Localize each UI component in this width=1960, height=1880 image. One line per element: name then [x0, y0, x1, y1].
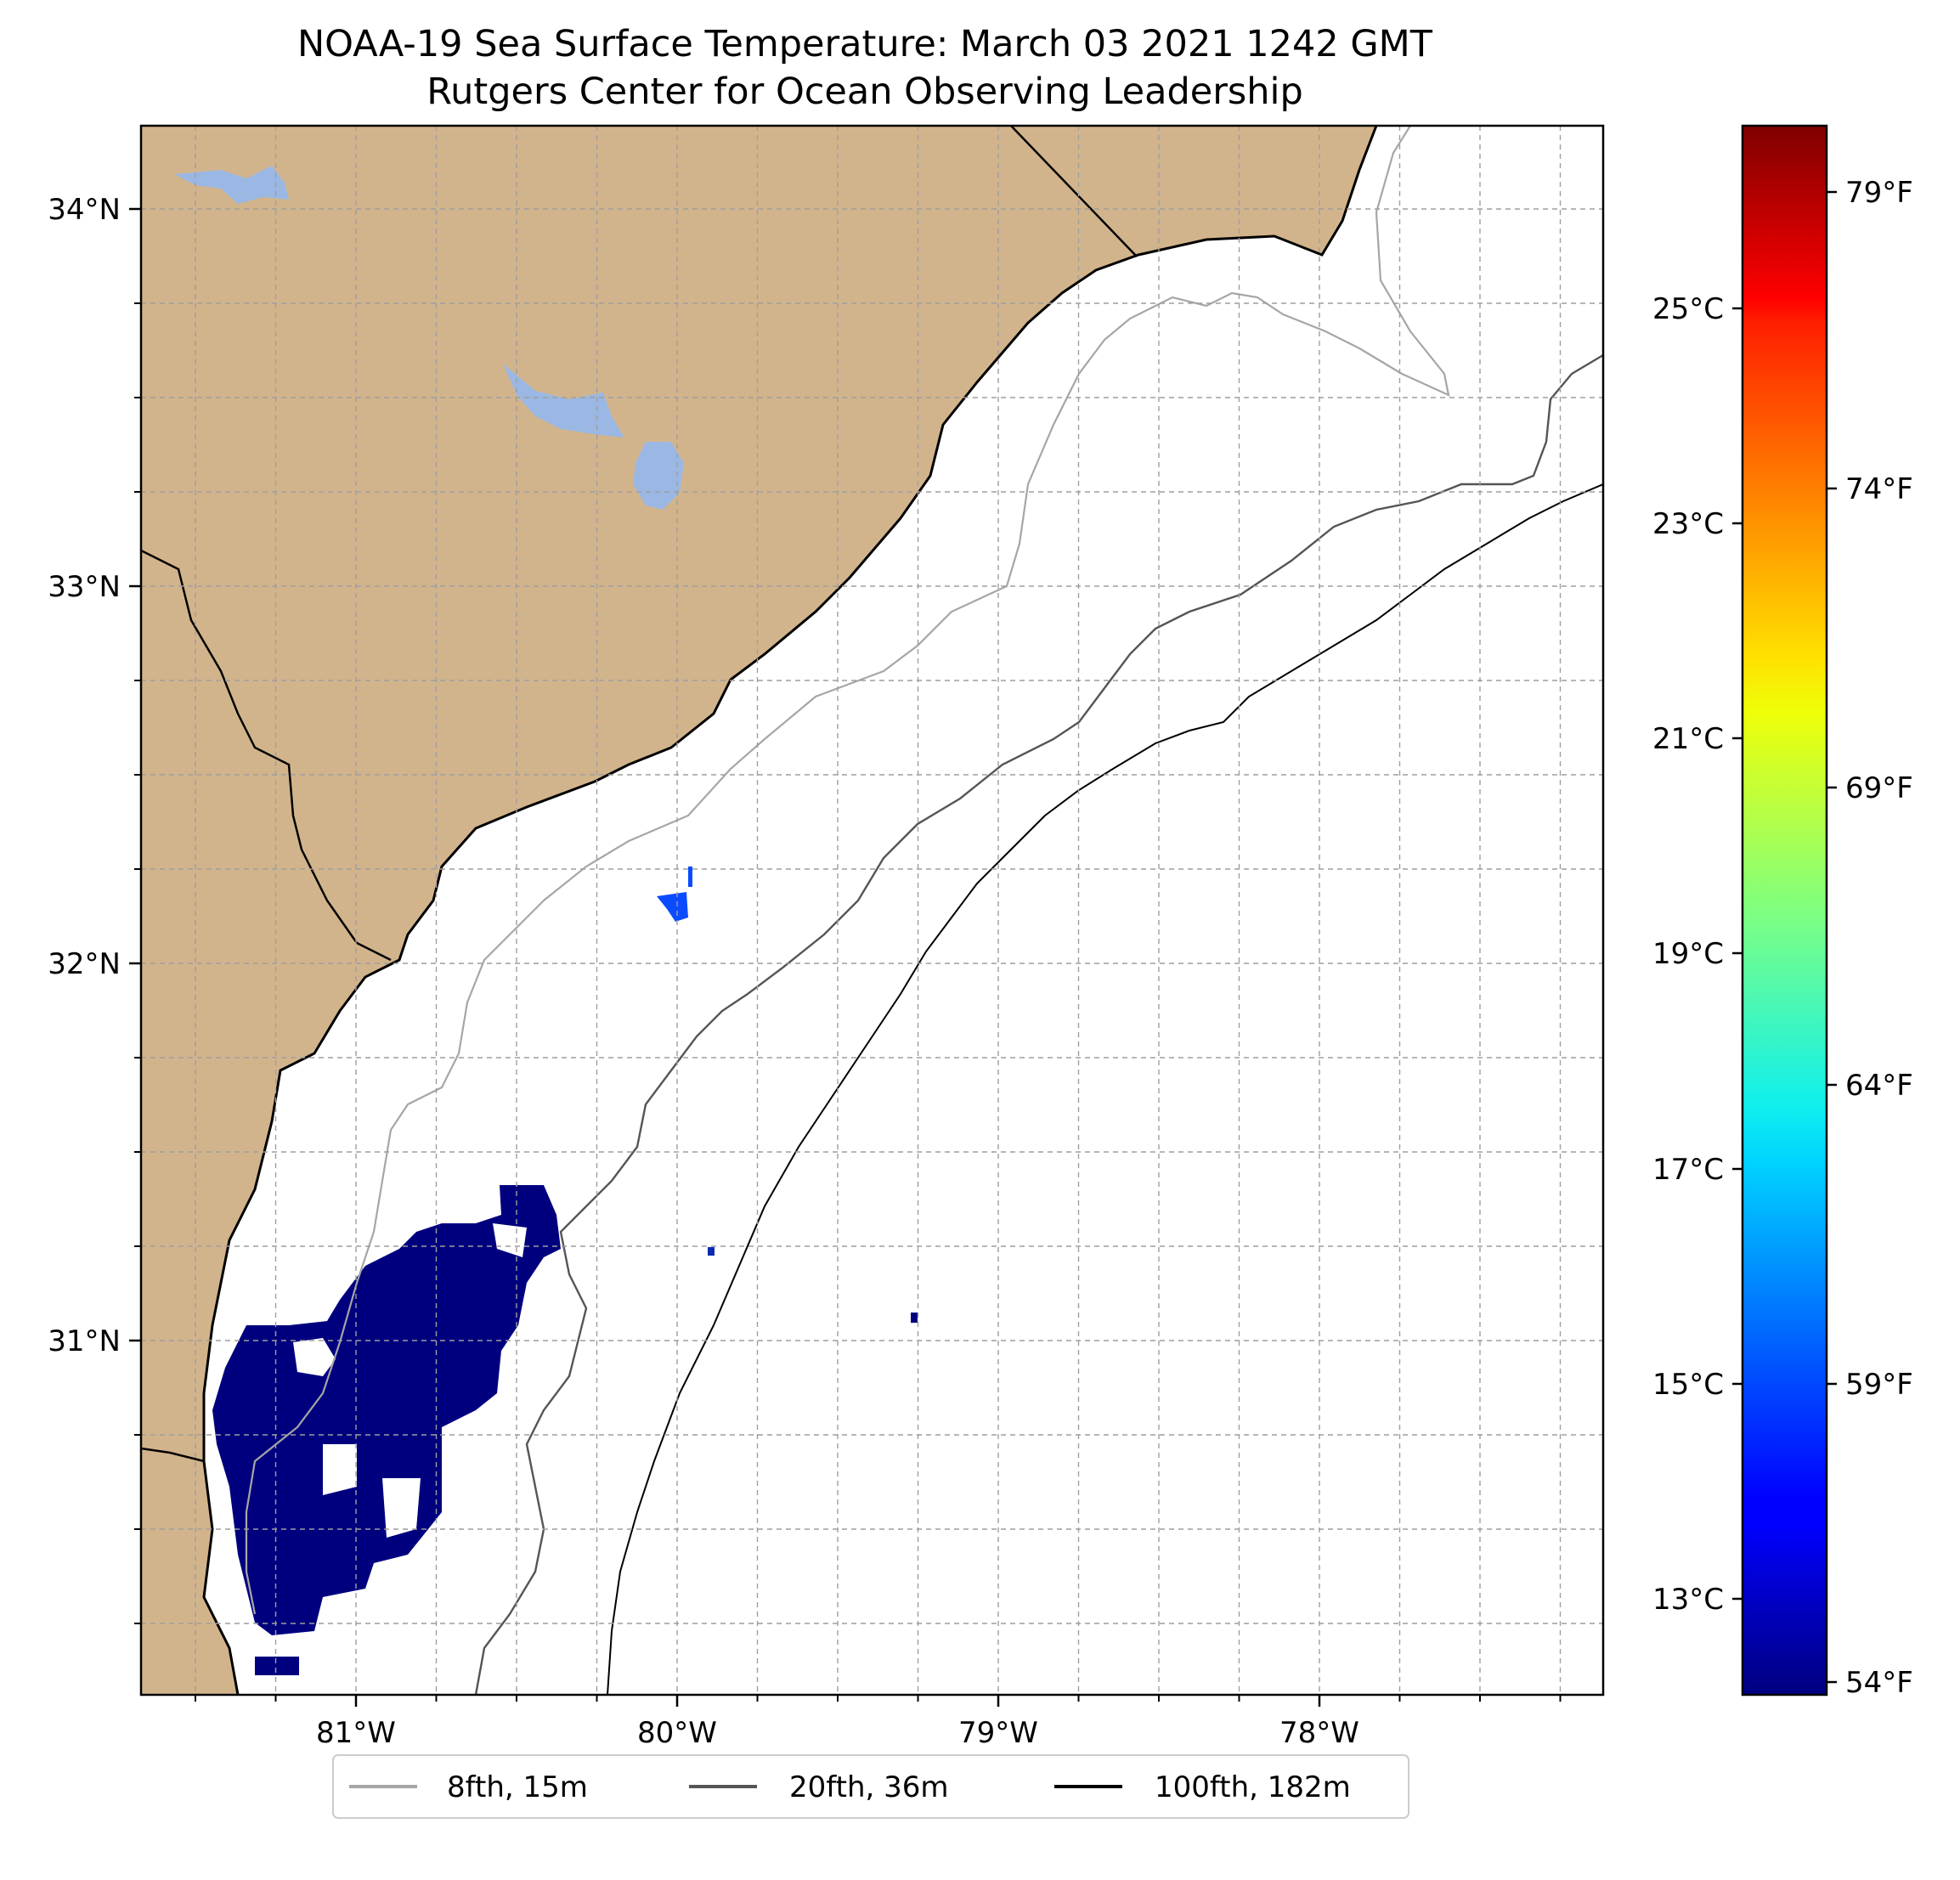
lon-axis: 81°W 80°W 79°W 78°W: [195, 1695, 1562, 1750]
sst-warm-patch: [688, 867, 692, 887]
lon-tick-label: 81°W: [316, 1716, 396, 1750]
legend-frame: [332, 1754, 1409, 1819]
sst-gap: [293, 1338, 336, 1376]
state-border: [141, 1447, 205, 1463]
colorbar-celsius-axis: 25°C 23°C 21°C 19°C 17°C 15°C 13°C: [1652, 292, 1743, 1617]
lat-tick-label: 34°N: [48, 193, 121, 227]
lat-tick-label: 31°N: [48, 1324, 121, 1358]
sst-gap: [382, 1478, 421, 1538]
map-frame: [139, 124, 1605, 1697]
colorbar-celsius-label: 15°C: [1652, 1368, 1724, 1402]
chart-title-line1: NOAA-19 Sea Surface Temperature: March 0…: [297, 23, 1433, 65]
state-border: [1010, 126, 1138, 257]
sst-cold-patch: [911, 1313, 918, 1323]
lake: [503, 364, 624, 438]
sst-cold-patch: [255, 1657, 299, 1675]
colorbar-celsius-label: 21°C: [1652, 722, 1724, 756]
legend: 8fth, 15m 20fth, 36m 100fth, 182m: [332, 1754, 1409, 1819]
colorbar-celsius-label: 17°C: [1652, 1153, 1724, 1187]
map-gridlines: [141, 126, 1603, 1695]
sst-warm-patch: [657, 892, 688, 922]
colorbar-fahrenheit-label: 74°F: [1845, 472, 1913, 506]
lon-tick-label: 80°W: [637, 1716, 717, 1750]
lat-axis: 34°N 33°N 32°N 31°N: [48, 193, 141, 1624]
colorbar-fahrenheit-axis: 79°F 74°F 69°F 64°F 59°F 54°F: [1827, 176, 1913, 1700]
coastline: [202, 126, 1378, 1695]
colorbar-fahrenheit-label: 54°F: [1845, 1666, 1913, 1700]
colorbar-celsius-label: 25°C: [1652, 292, 1724, 326]
colorbar-gradient: [1741, 124, 1828, 1697]
chart-title-line2: Rutgers Center for Ocean Observing Leade…: [426, 71, 1303, 113]
colorbar-celsius-label: 23°C: [1652, 507, 1724, 541]
land: [141, 126, 1376, 1695]
isobath-20fth: [474, 353, 1603, 1695]
legend-label-100fth: 100fth, 182m: [1155, 1770, 1351, 1804]
isobath-8fth: [245, 126, 1450, 1615]
colorbar-fahrenheit-label: 79°F: [1845, 176, 1913, 210]
isobath-100fth: [607, 483, 1603, 1695]
lon-tick-label: 79°W: [958, 1716, 1038, 1750]
colorbar-fahrenheit-label: 64°F: [1845, 1069, 1913, 1103]
colorbar-fahrenheit-label: 69°F: [1845, 771, 1913, 805]
colorbar: 25°C 23°C 21°C 19°C 17°C 15°C 13°C 79°F 74°F 69°…: [1652, 124, 1913, 1700]
state-border: [141, 549, 392, 962]
legend-label-8fth: 8fth, 15m: [447, 1770, 588, 1804]
colorbar-fahrenheit-label: 59°F: [1845, 1368, 1913, 1402]
sst-gap: [493, 1223, 527, 1257]
map-panel: [141, 126, 1603, 1695]
sst-cold-patch: [212, 1185, 561, 1635]
lake: [633, 442, 684, 510]
lat-tick-label: 33°N: [48, 570, 121, 604]
lake: [174, 166, 289, 204]
lon-tick-label: 78°W: [1279, 1716, 1359, 1750]
colorbar-celsius-label: 19°C: [1652, 937, 1724, 971]
legend-label-20fth: 20fth, 36m: [789, 1770, 949, 1804]
sst-gap: [323, 1444, 357, 1495]
colorbar-celsius-label: 13°C: [1652, 1583, 1724, 1617]
lat-tick-label: 32°N: [48, 947, 121, 981]
sst-cold-patch: [708, 1247, 715, 1256]
